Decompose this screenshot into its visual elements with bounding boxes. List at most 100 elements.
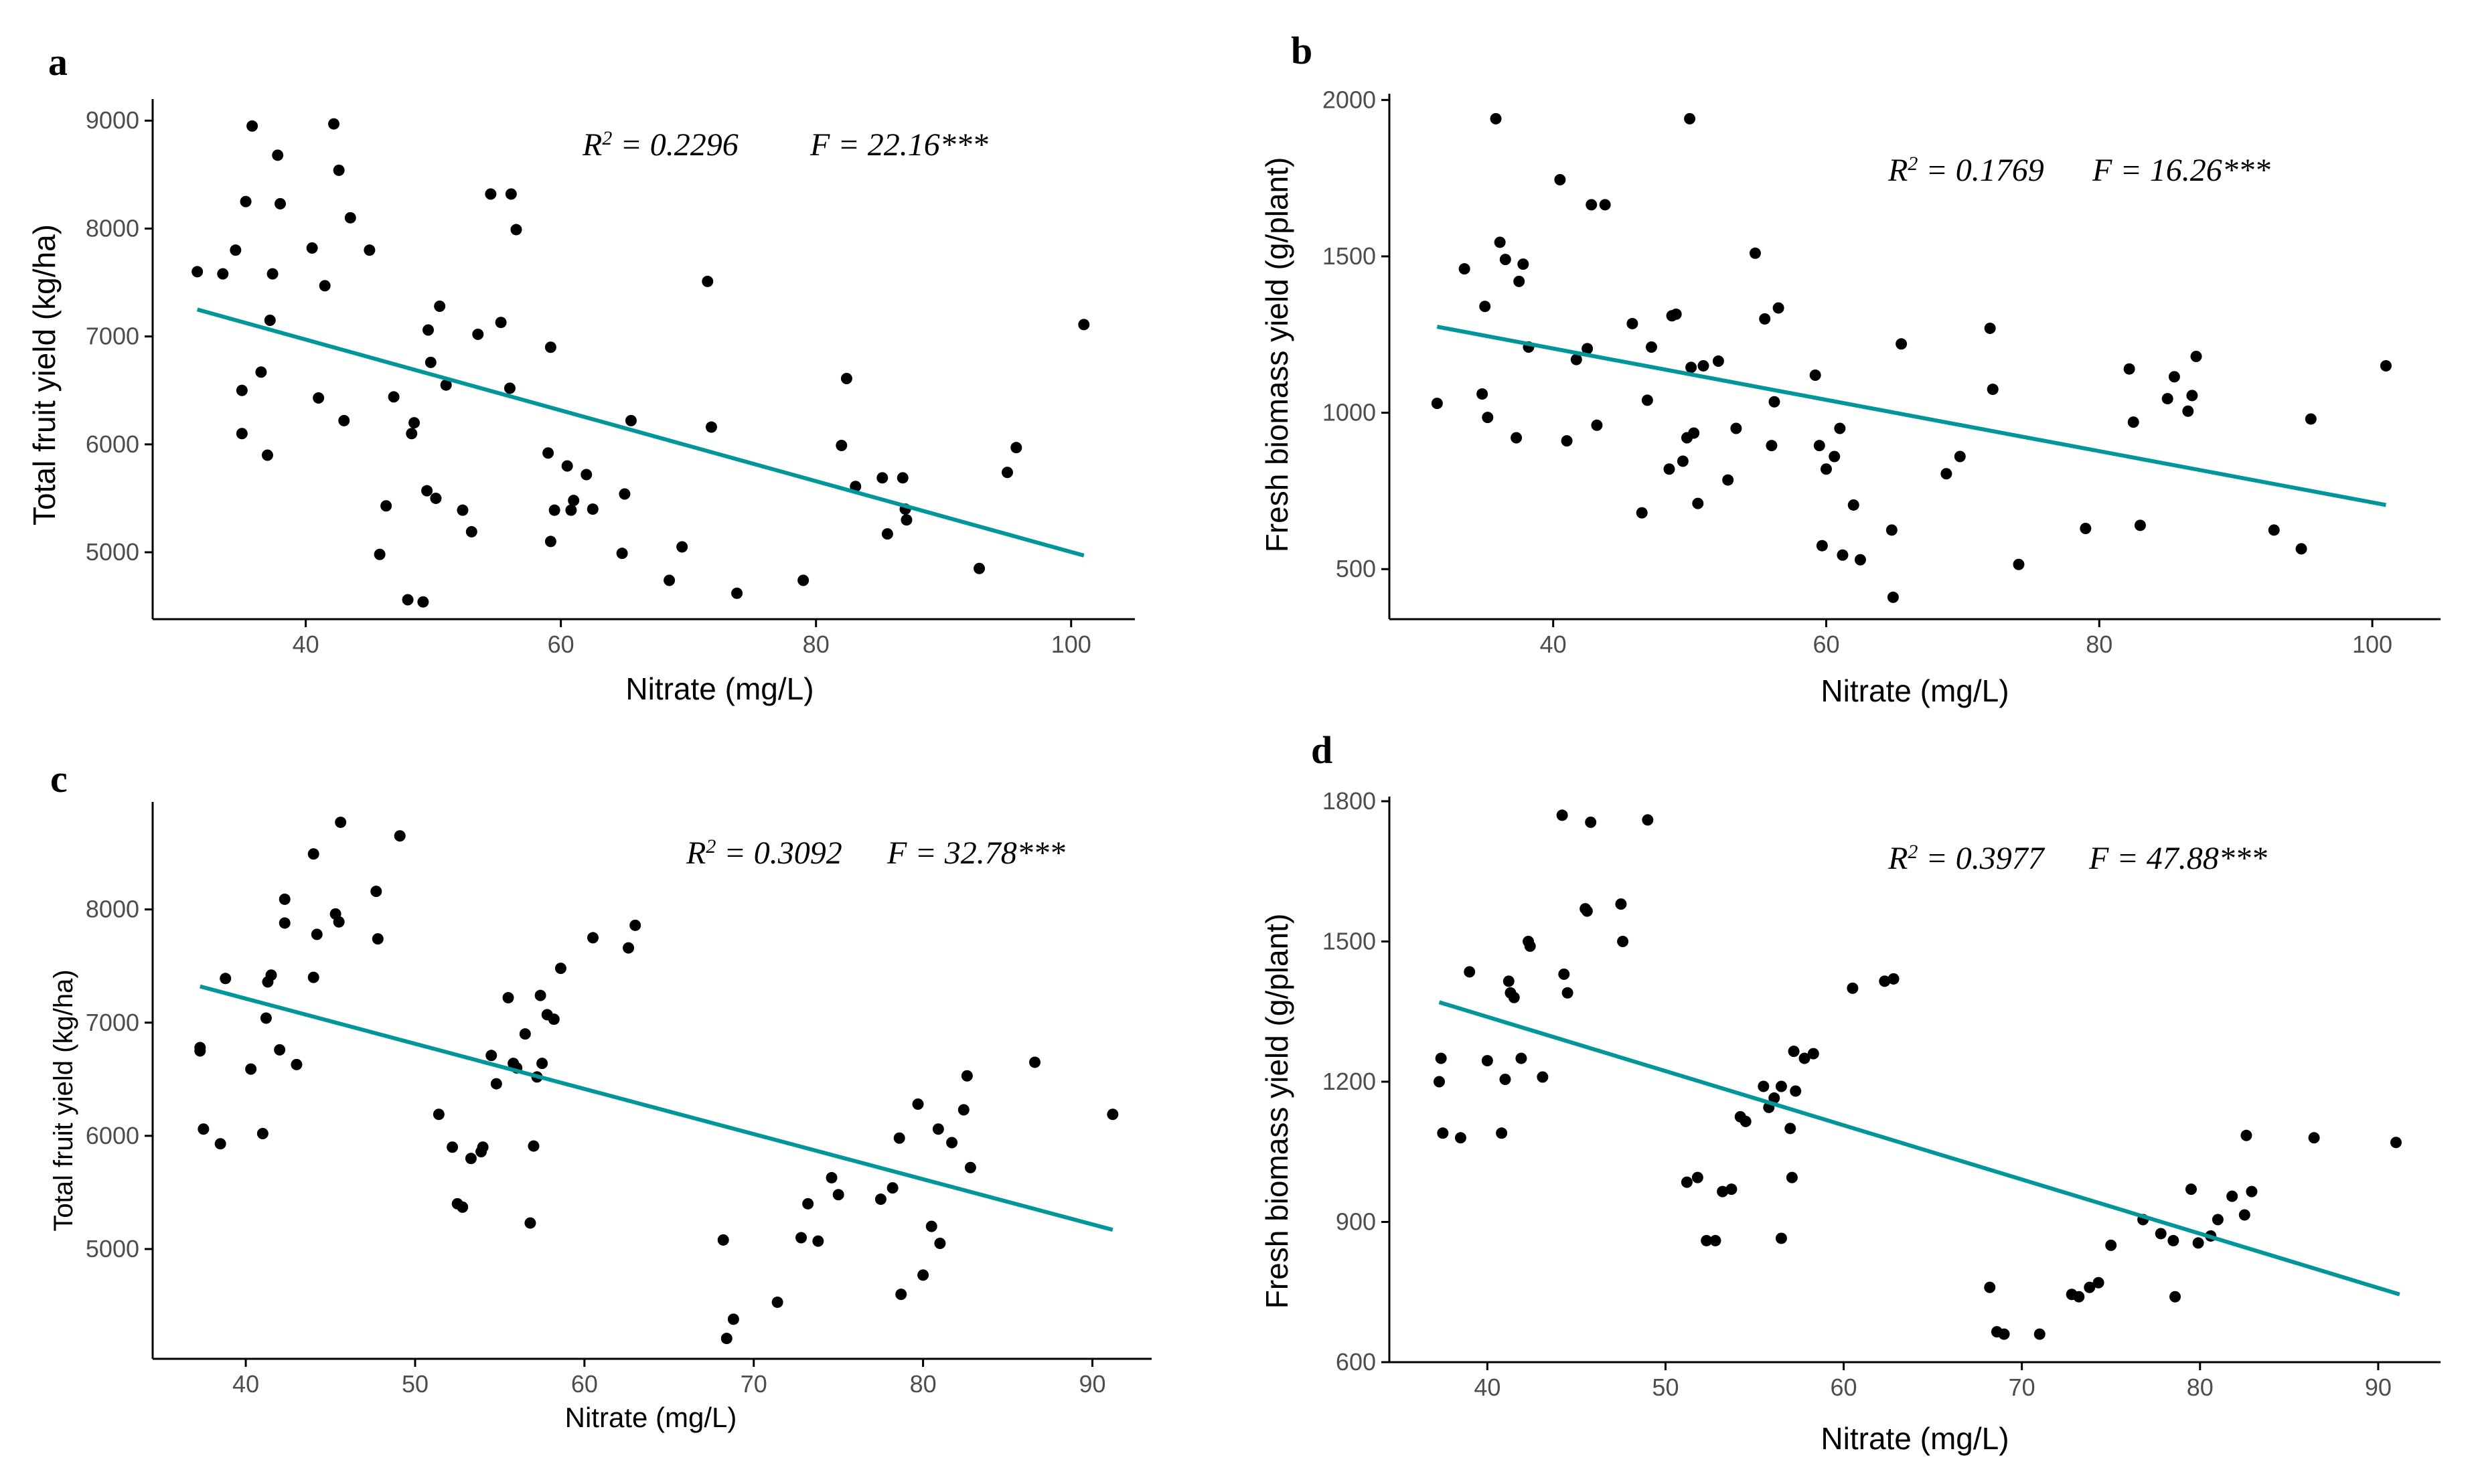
data-point [279, 917, 291, 929]
data-point [1701, 1234, 1713, 1246]
data-point [1434, 1076, 1446, 1088]
data-point [307, 971, 319, 983]
regression-line [196, 307, 1085, 558]
data-point [1617, 935, 1629, 947]
data-point [1496, 1127, 1508, 1139]
data-point [2168, 371, 2180, 383]
data-point [548, 1013, 560, 1025]
data-point [1524, 940, 1536, 952]
data-point [472, 328, 484, 340]
data-point [1499, 1074, 1511, 1085]
regression-line [1436, 325, 2386, 507]
data-point [974, 562, 986, 574]
data-point [1615, 898, 1627, 910]
data-point [901, 514, 913, 526]
data-point [1029, 1056, 1041, 1068]
data-point [1766, 440, 1778, 452]
data-point [1887, 973, 1900, 985]
data-point [524, 1217, 536, 1229]
x-tick-label: 90 [1079, 1370, 1105, 1398]
r-squared-annotation: R2 = 0.3092 [686, 835, 842, 872]
data-point [1759, 313, 1771, 325]
data-point [2033, 1328, 2046, 1340]
data-point [1513, 275, 1525, 287]
data-point [1775, 1232, 1787, 1244]
data-point [536, 1058, 548, 1070]
data-point [1431, 398, 1443, 410]
data-point [1437, 1127, 1449, 1139]
r2-value: = 0.3092 [716, 835, 842, 871]
data-point [1586, 199, 1598, 211]
data-point [1010, 442, 1022, 454]
data-point [676, 541, 688, 553]
data-point [881, 528, 893, 540]
data-point [1554, 173, 1566, 185]
data-point [1499, 254, 1511, 266]
y-tick-label: 2000 [1322, 86, 1376, 113]
data-point [1561, 987, 1573, 999]
data-point [1768, 396, 1780, 408]
data-point [1570, 353, 1582, 365]
data-point [1847, 499, 1859, 511]
data-point [1537, 1071, 1549, 1083]
data-point [1758, 1080, 1770, 1092]
data-point [1078, 319, 1090, 331]
x-tick-label: 90 [2365, 1374, 2392, 1401]
data-point [705, 421, 717, 433]
y-tick-label: 5000 [86, 1235, 139, 1262]
x-tick-label: 70 [2009, 1374, 2035, 1401]
r-squared-annotation: R2 = 0.3977 [1887, 841, 2046, 877]
data-point [477, 1141, 489, 1153]
panel-label: b [1291, 29, 1312, 72]
data-point [417, 596, 429, 608]
r-squared-annotation: R2 = 0.2296 [582, 127, 739, 163]
y-tick-label: 1200 [1322, 1068, 1376, 1095]
data-point [264, 314, 276, 326]
data-point [260, 1012, 272, 1024]
y-tick-label: 1000 [1322, 399, 1376, 426]
data-point [1987, 384, 1999, 396]
data-point [306, 242, 318, 254]
data-point [548, 504, 560, 516]
f-statistic-annotation: F = 22.16*** [810, 127, 988, 163]
y-tick-label: 8000 [86, 896, 139, 923]
f-statistic-annotation: F = 47.88*** [2088, 841, 2267, 876]
data-point [465, 525, 477, 538]
data-point [236, 384, 248, 396]
data-point [191, 266, 204, 278]
x-tick-label: 60 [1831, 1374, 1857, 1401]
data-point [2390, 1137, 2402, 1149]
r2-symbol: R [1887, 153, 1908, 188]
data-point [1749, 247, 1761, 259]
data-point [1582, 343, 1594, 355]
f-statistic-annotation: F = 32.78*** [887, 835, 1065, 871]
data-point [836, 439, 848, 451]
r-squared-annotation: R2 = 0.1769 [1887, 153, 2044, 189]
data-point [1001, 467, 1013, 479]
data-point [374, 548, 386, 560]
data-point [465, 1153, 477, 1165]
data-point [1954, 450, 1966, 463]
data-point [702, 275, 714, 287]
x-tick-label: 40 [1474, 1374, 1500, 1401]
x-tick-label: 40 [293, 631, 319, 658]
data-point [502, 992, 514, 1004]
data-point [1464, 966, 1476, 978]
data-point [338, 414, 350, 426]
data-point [266, 268, 279, 280]
data-point [629, 919, 641, 931]
data-point [1641, 394, 1653, 406]
data-point [925, 1220, 937, 1232]
data-point [887, 1182, 899, 1194]
x-tick-label: 60 [1813, 631, 1839, 658]
data-point [1517, 258, 1529, 270]
data-point [895, 1289, 907, 1301]
data-point [440, 379, 452, 391]
data-point [1809, 369, 1821, 382]
data-point [2013, 558, 2025, 570]
data-point [1712, 355, 1724, 367]
y-axis-title: Total fruit yield (kg/ha) [49, 969, 78, 1231]
x-axis-title: Nitrate (mg/L) [625, 671, 814, 706]
data-point [528, 1140, 540, 1152]
